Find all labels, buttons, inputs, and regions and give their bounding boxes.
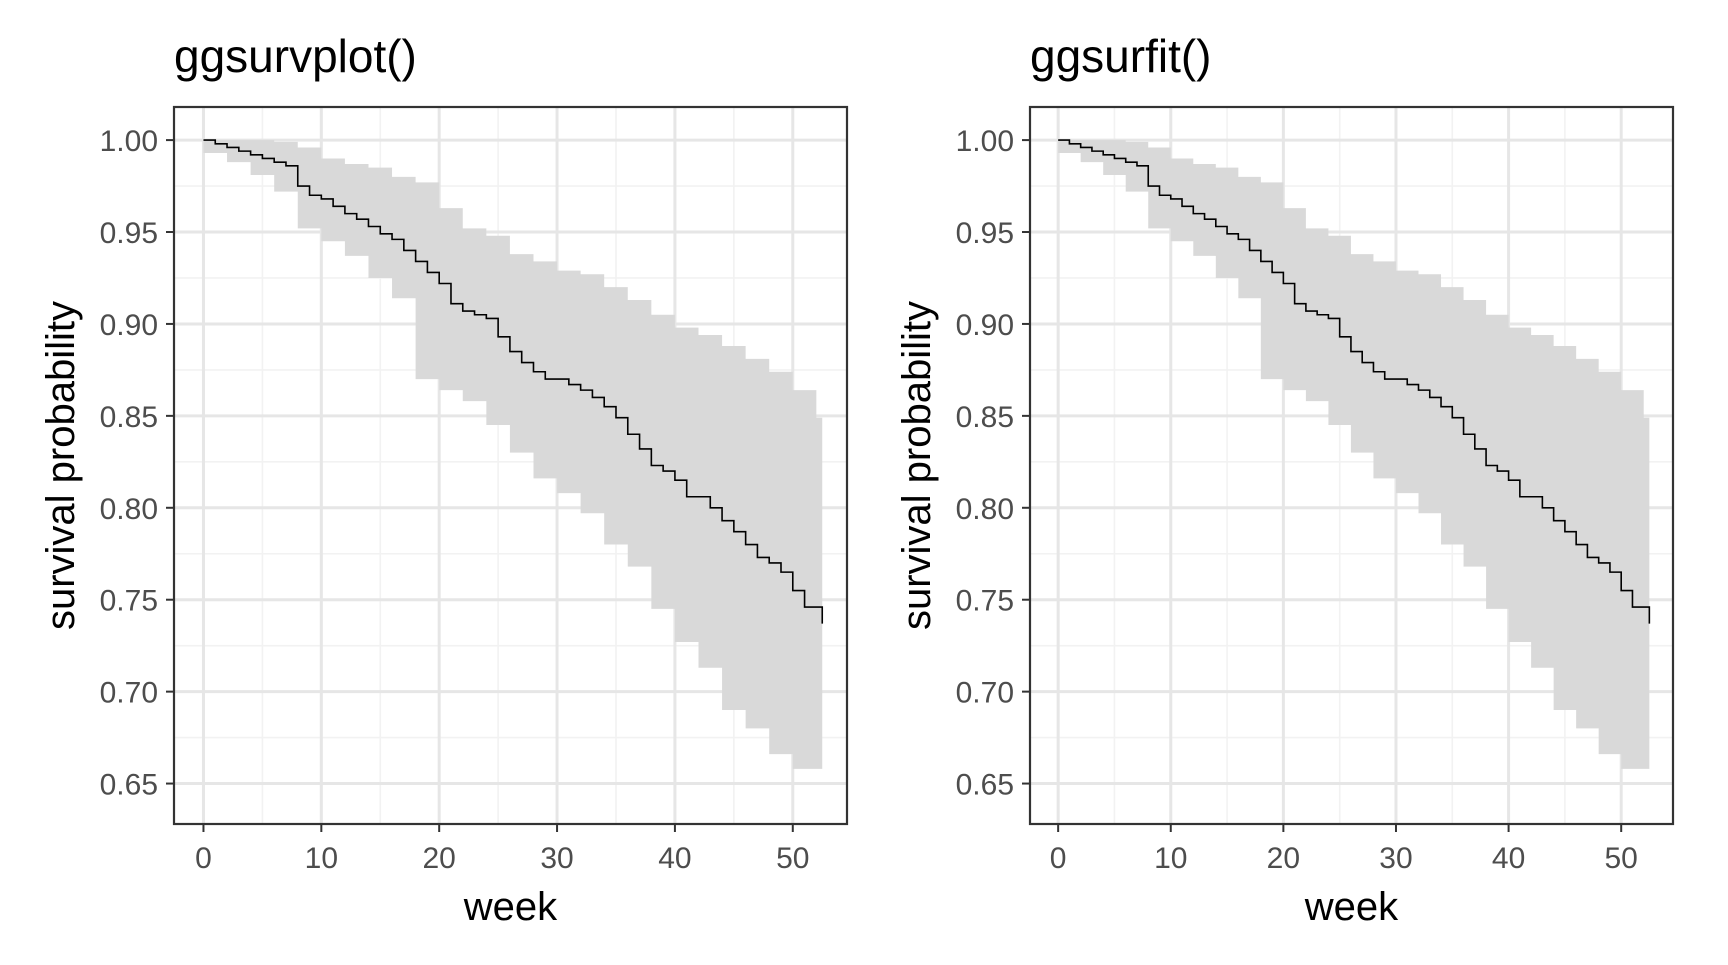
x-tick-label: 30 xyxy=(1379,842,1412,875)
x-tick-label: 50 xyxy=(1605,842,1638,875)
y-tick-label: 0.80 xyxy=(956,493,1014,526)
y-tick-label: 0.65 xyxy=(956,769,1014,802)
survival-curve xyxy=(1058,139,1651,624)
panel-ggsurvplot: 1.00 0.95 0.90 0.85 0.80 0.75 0.70 0.65 0 10 20 30 4… xyxy=(39,30,849,929)
panel-ggsurfit: 1.00 0.95 0.90 0.85 0.80 0.75 0.70 0.65 0 10 20 30 4… xyxy=(895,30,1675,929)
y-tick-label: 1.00 xyxy=(100,125,158,158)
y-tick-label: 0.75 xyxy=(100,585,158,618)
y-tick-label: 0.95 xyxy=(956,217,1014,250)
survival-curve xyxy=(203,139,824,624)
confidence-band xyxy=(1058,140,1650,769)
y-tick-label: 0.90 xyxy=(100,309,158,342)
panel-border xyxy=(1028,105,1675,826)
x-tick-label: 20 xyxy=(423,842,456,875)
y-tick-label: 0.85 xyxy=(956,401,1014,434)
x-axis-label: week xyxy=(1304,885,1399,929)
y-axis-label: survival probability xyxy=(895,301,939,630)
y-tick-label: 0.90 xyxy=(956,309,1014,342)
y-tick-label: 0.75 xyxy=(956,585,1014,618)
chart-title: ggsurfit() xyxy=(1030,30,1211,82)
y-tick-label: 0.65 xyxy=(100,769,158,802)
x-tick-label: 20 xyxy=(1267,842,1300,875)
y-tick-label: 0.70 xyxy=(100,677,158,710)
x-tick-label: 40 xyxy=(658,842,691,875)
y-tick-label: 0.70 xyxy=(956,677,1014,710)
x-tick-label: 30 xyxy=(540,842,573,875)
y-tick-label: 0.95 xyxy=(100,217,158,250)
y-tick-label: 1.00 xyxy=(956,125,1014,158)
x-tick-label: 40 xyxy=(1492,842,1525,875)
x-tick-label: 10 xyxy=(1154,842,1187,875)
x-axis-label: week xyxy=(463,885,558,929)
y-tick-label: 0.80 xyxy=(100,493,158,526)
x-tick-label: 0 xyxy=(1050,842,1067,875)
panel-border xyxy=(172,105,849,826)
chart-title: ggsurvplot() xyxy=(174,30,417,82)
y-tick-label: 0.85 xyxy=(100,401,158,434)
confidence-band xyxy=(203,140,823,769)
x-tick-label: 50 xyxy=(776,842,809,875)
y-axis-label: survival probability xyxy=(39,301,83,630)
x-tick-label: 10 xyxy=(305,842,338,875)
x-tick-label: 0 xyxy=(195,842,212,875)
